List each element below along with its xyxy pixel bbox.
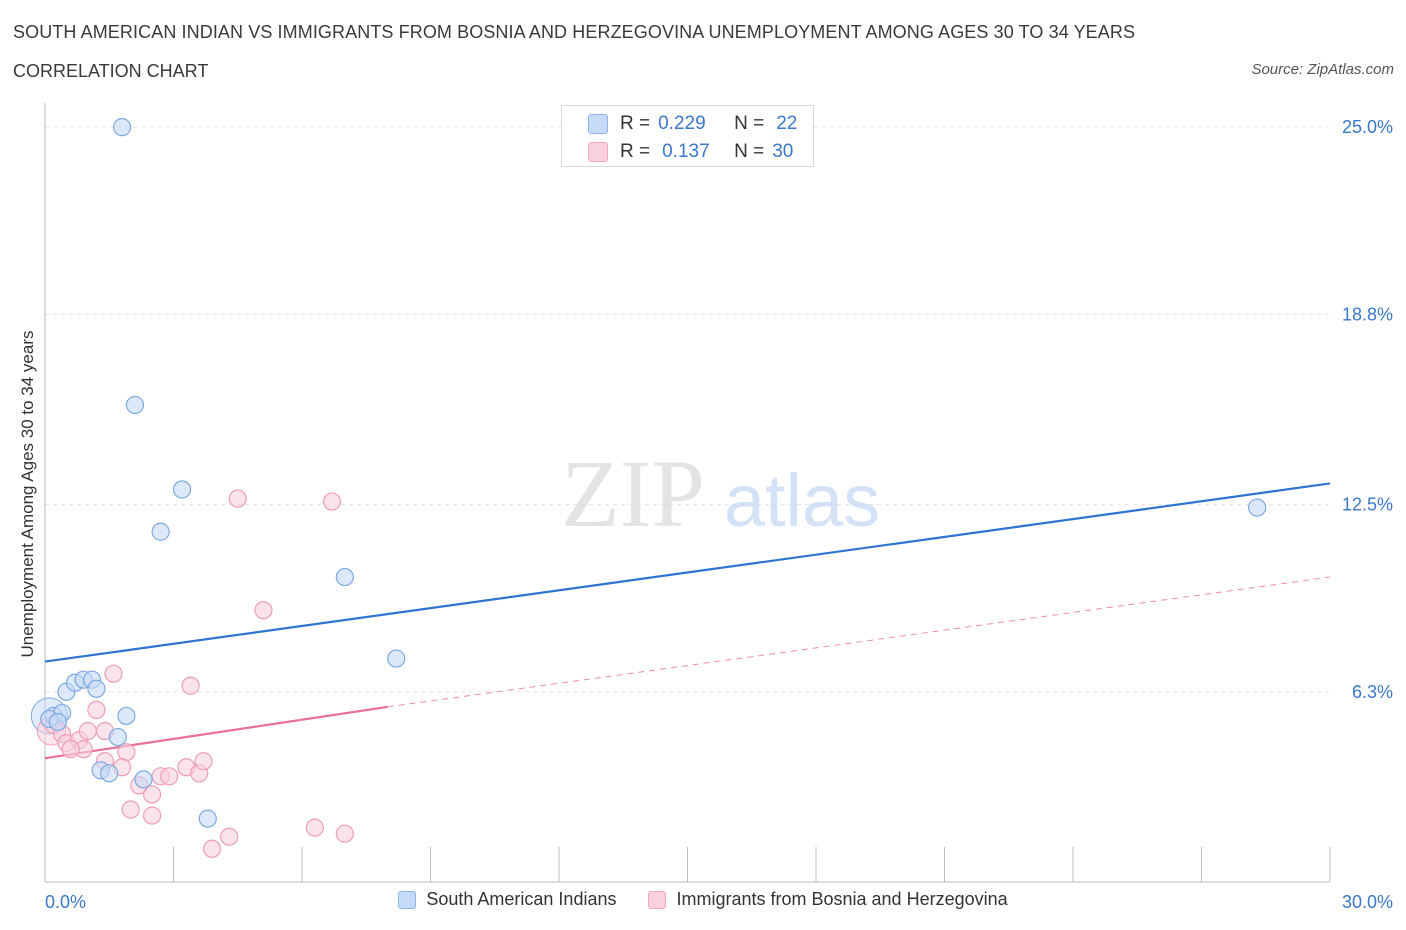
data-point-south-american-indians xyxy=(112,118,132,137)
x-tick-label: 0.0% xyxy=(45,892,86,912)
watermark: ZIP atlas xyxy=(561,440,880,547)
chart-subtitle: CORRELATION CHART xyxy=(13,61,209,81)
data-point-bosnia-immigrants xyxy=(322,492,342,511)
grid-lines xyxy=(45,126,1330,693)
stats-row-bosnia-immigrants: R = 0.137 N = 30 xyxy=(588,140,793,164)
x-tick-label: 30.0% xyxy=(1342,892,1393,912)
data-point-bosnia-immigrants xyxy=(61,740,80,759)
data-point-bosnia-immigrants xyxy=(335,824,354,843)
stats-legend-box: R = 0.229 N = 22 R = 0.137 N = 30 xyxy=(561,105,814,167)
data-point-bosnia-immigrants xyxy=(117,743,136,762)
trend-line-south-american-indians xyxy=(44,482,1331,663)
y-tick-label: 6.3% xyxy=(1352,682,1393,702)
data-point-bosnia-immigrants xyxy=(87,700,106,719)
data-point-south-american-indians xyxy=(172,480,192,499)
data-point-bosnia-immigrants xyxy=(78,721,97,741)
stats-row-south-american-indians: R = 0.229 N = 22 xyxy=(588,112,797,136)
r-value: 0.229 xyxy=(658,113,706,134)
n-label: N = xyxy=(734,141,765,162)
y-tick-label: 12.5% xyxy=(1342,495,1393,515)
source-label: Source: ZipAtlas.com xyxy=(1251,61,1394,78)
watermark-zip: ZIP xyxy=(561,440,705,547)
trend-line-extension-bosnia-immigrants xyxy=(387,576,1331,708)
data-point-south-american-indians xyxy=(108,727,127,747)
data-point-bosnia-immigrants xyxy=(142,806,162,825)
chart-title: SOUTH AMERICAN INDIAN VS IMMIGRANTS FROM… xyxy=(13,22,1136,42)
data-point-south-american-indians xyxy=(117,706,136,726)
r-label: R = xyxy=(620,141,651,162)
n-value: 22 xyxy=(776,113,798,134)
r-label: R = xyxy=(620,113,651,134)
data-point-bosnia-immigrants xyxy=(202,839,222,858)
legend-label-bosnia-immigrants: Immigrants from Bosnia and Herzegovina xyxy=(676,889,1008,909)
pink-swatch xyxy=(588,142,608,162)
watermark-atlas: atlas xyxy=(724,459,880,542)
data-point-bosnia-immigrants xyxy=(194,752,213,771)
blue-swatch xyxy=(588,114,608,134)
data-point-south-american-indians xyxy=(100,764,119,783)
bottom-legend: South American Indians Immigrants from B… xyxy=(0,889,1406,910)
y-tick-labels: 6.3% 12.5% 18.8% 25.0% xyxy=(1342,117,1393,702)
data-point-bosnia-immigrants xyxy=(104,664,123,683)
data-point-bosnia-immigrants xyxy=(228,489,247,508)
data-point-bosnia-immigrants xyxy=(121,800,140,819)
data-point-south-american-indians xyxy=(87,679,106,698)
r-value: 0.137 xyxy=(662,141,710,162)
data-point-bosnia-immigrants xyxy=(142,785,162,804)
y-axis-label: Unemployment Among Ages 30 to 34 years xyxy=(18,331,37,658)
x-tick-labels: 0.0% 30.0% xyxy=(45,892,1393,912)
y-tick-label: 18.8% xyxy=(1342,304,1393,324)
data-point-south-american-indians xyxy=(151,522,170,541)
data-point-bosnia-immigrants xyxy=(220,827,239,846)
n-value: 30 xyxy=(772,141,794,162)
data-point-south-american-indians xyxy=(198,809,217,828)
data-point-bosnia-immigrants xyxy=(160,767,179,786)
data-point-south-american-indians xyxy=(335,567,354,587)
data-point-south-american-indians xyxy=(387,649,406,668)
n-label: N = xyxy=(734,113,765,134)
legend-label-south-american-indians: South American Indians xyxy=(426,889,617,909)
data-points xyxy=(30,118,1267,858)
data-point-south-american-indians xyxy=(1248,498,1267,517)
data-point-bosnia-immigrants xyxy=(181,676,200,695)
data-point-bosnia-immigrants xyxy=(254,601,273,620)
y-tick-label: 25.0% xyxy=(1342,117,1393,137)
data-point-bosnia-immigrants xyxy=(305,818,324,837)
legend-item-south-american-indians[interactable]: South American Indians xyxy=(398,889,616,910)
data-point-south-american-indians xyxy=(48,712,67,732)
legend-item-bosnia-immigrants[interactable]: Immigrants from Bosnia and Herzegovina xyxy=(648,889,1008,910)
data-point-south-american-indians xyxy=(125,395,145,415)
axes xyxy=(44,103,1331,883)
trend-lines xyxy=(44,482,1331,760)
trend-line-bosnia-immigrants xyxy=(44,705,388,760)
data-point-south-american-indians xyxy=(134,770,153,789)
legend-swatch-blue xyxy=(398,890,417,909)
legend-swatch-pink xyxy=(648,890,667,909)
